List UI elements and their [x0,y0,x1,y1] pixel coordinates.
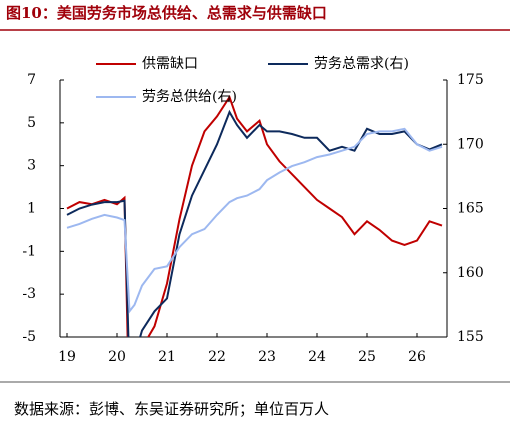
y-tick-label: -5 [22,329,36,345]
y-tick-label: -1 [22,243,36,259]
legend-label: 劳务总供给(右) [142,89,237,105]
legend-label: 供需缺口 [142,56,198,72]
chart-title: 图10：美国劳务市场总供给、总需求与供需缺口 [6,4,327,22]
plot-area [66,94,443,337]
legend-label: 劳务总需求(右) [314,56,409,72]
x-tick-label: 23 [258,349,276,365]
x-tick-label: 25 [358,349,376,365]
y-tick-label: 5 [27,115,36,131]
x-tick-label: 26 [408,349,426,365]
y-tick-label: 3 [27,158,36,174]
y2-tick-label: 160 [457,265,484,281]
series-line [66,109,443,337]
x-tick-label: 20 [108,349,126,365]
source: 数据来源：彭博、东吴证券研究所；单位百万人 [14,400,329,418]
x-tick-label: 21 [158,349,176,365]
y2-tick-label: 170 [457,136,484,152]
y2-tick-label: 155 [457,329,484,345]
x-tick-label: 24 [308,349,326,365]
series-line [66,127,443,315]
y2-tick-label: 175 [457,72,484,88]
series-line [66,94,443,337]
y-tick-label: 1 [27,201,36,217]
y-tick-label: 7 [27,72,36,88]
y2-tick-label: 165 [457,201,484,217]
x-tick-label: 22 [208,349,226,365]
y-tick-label: -3 [22,286,36,302]
x-tick-label: 19 [58,349,76,365]
